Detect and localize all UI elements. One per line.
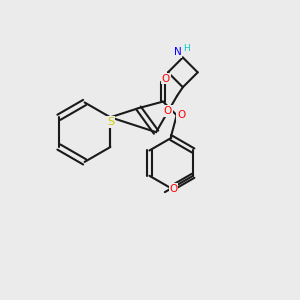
Text: O: O	[162, 74, 170, 84]
Text: O: O	[169, 184, 178, 194]
Text: H: H	[183, 44, 190, 53]
Text: N: N	[174, 47, 182, 57]
Text: S: S	[107, 117, 114, 127]
Text: O: O	[177, 110, 185, 120]
Text: O: O	[164, 106, 172, 116]
